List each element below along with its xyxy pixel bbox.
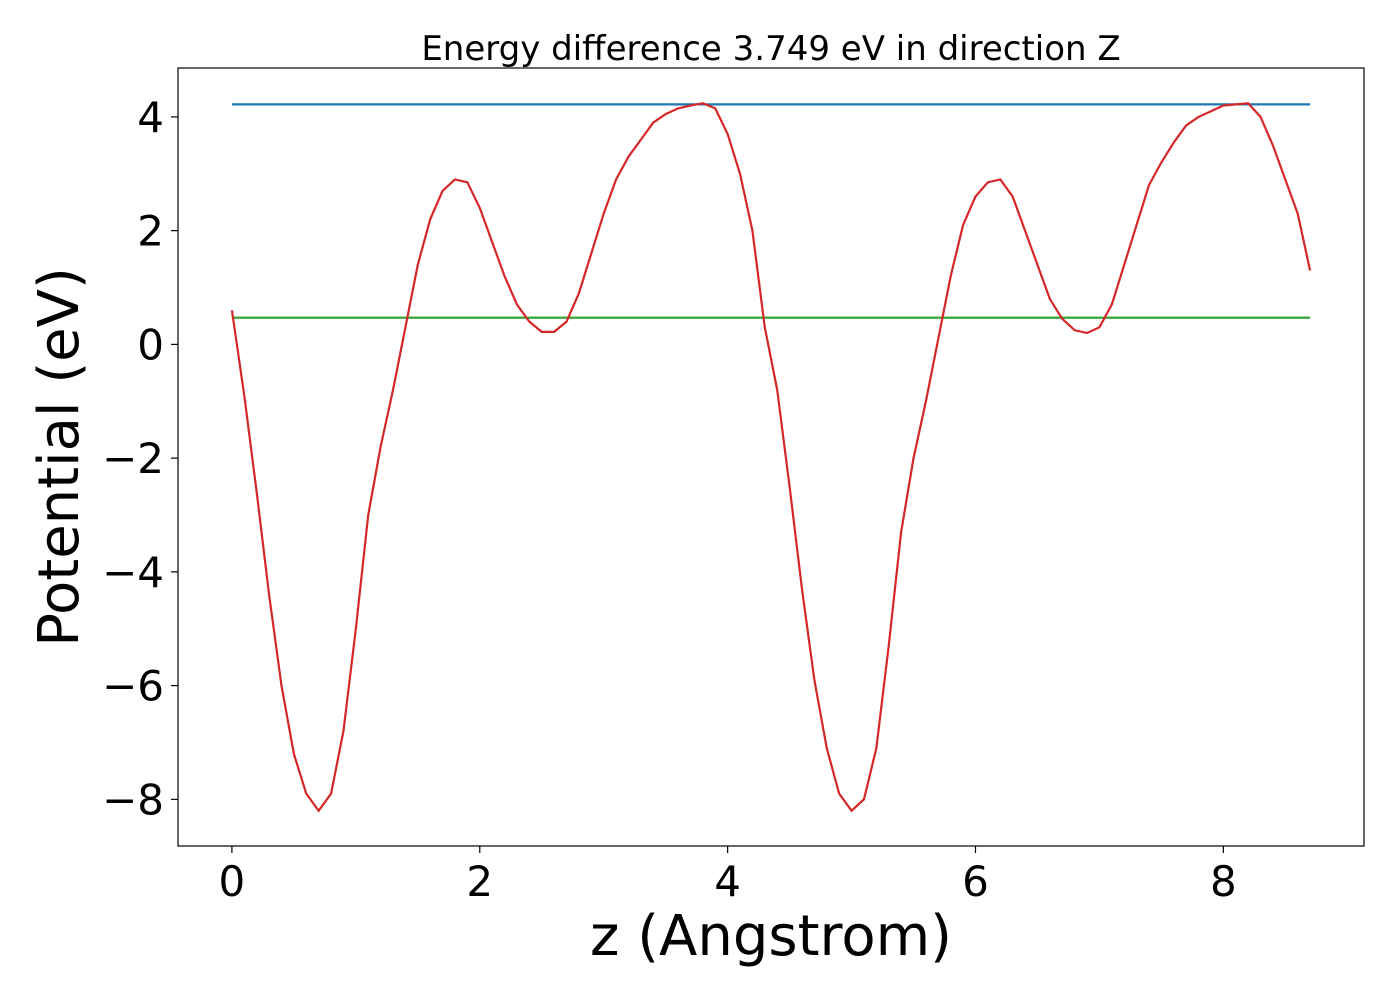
- y-tick-label: 4: [137, 93, 164, 142]
- x-tick-label: 2: [466, 857, 493, 906]
- y-axis-label: Potential (eV): [27, 267, 92, 647]
- y-tick-label: −2: [102, 434, 164, 483]
- x-axis-label: z (Angstrom): [590, 904, 952, 969]
- chart-title: Energy difference 3.749 eV in direction …: [421, 29, 1120, 69]
- y-tick-label: −6: [102, 662, 164, 711]
- y-tick-label: 2: [137, 207, 164, 256]
- x-tick-label: 8: [1210, 857, 1237, 906]
- x-tick-label: 4: [714, 857, 741, 906]
- x-tick-label: 0: [219, 857, 246, 906]
- y-tick-label: 0: [137, 320, 164, 369]
- x-tick-label: 6: [962, 857, 989, 906]
- data-line: [230, 102, 1312, 813]
- y-tick-label: −4: [102, 548, 164, 597]
- y-tick-label: −8: [102, 775, 164, 824]
- plot-frame: [177, 67, 1365, 847]
